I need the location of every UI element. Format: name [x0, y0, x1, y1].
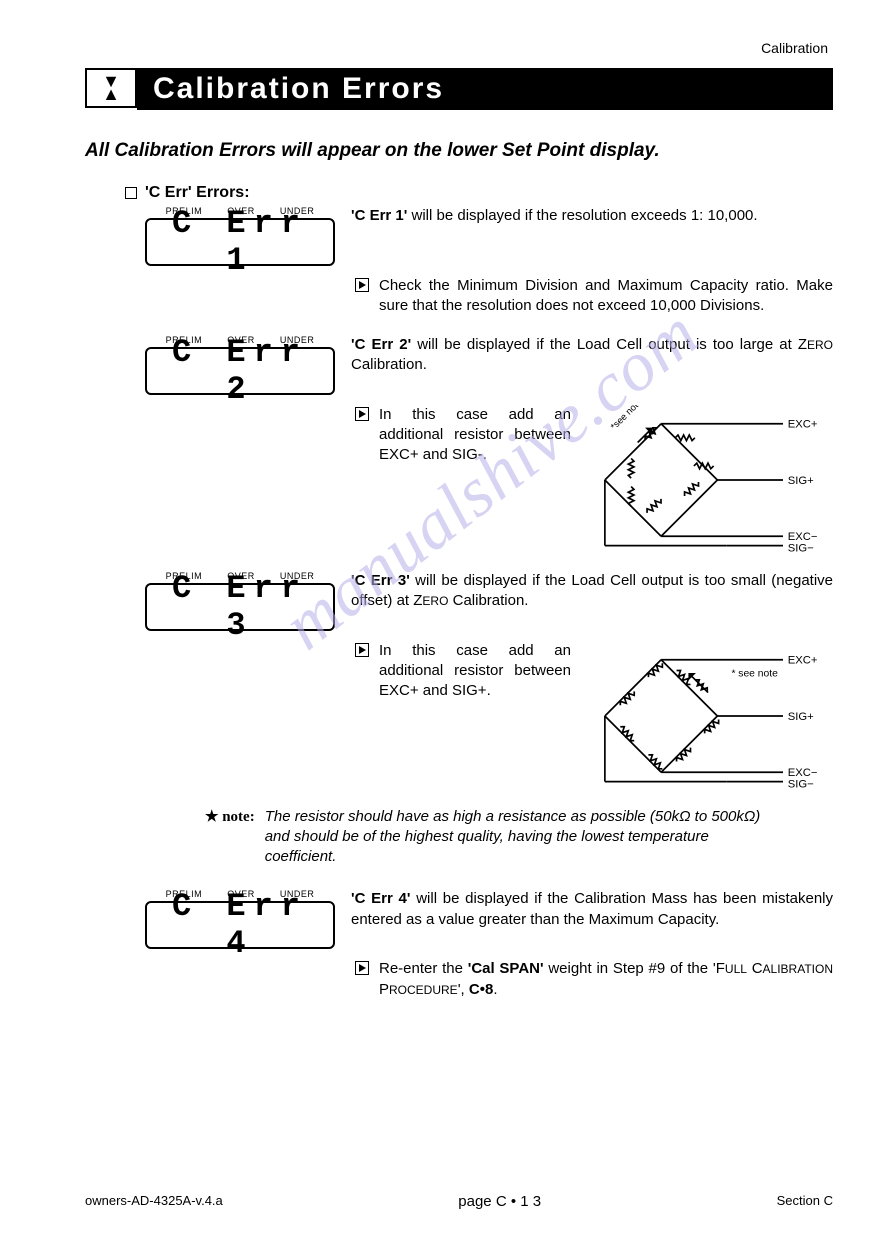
up-arrow-icon: ▲	[102, 88, 120, 101]
t: 'Cal SPAN'	[468, 960, 544, 977]
lcd-display-3: C Err 3	[145, 583, 335, 631]
see-note-label: *see note	[609, 405, 644, 432]
err2-text-a: will be displayed if the Load Cell outpu…	[411, 336, 807, 353]
err4-action: Re-enter the 'Cal SPAN' weight in Step #…	[355, 959, 833, 1000]
err4-action-text: Re-enter the 'Cal SPAN' weight in Step #…	[379, 959, 833, 1000]
note-label: ★ note:	[205, 807, 255, 868]
bridge-diagram-1: EXC+ SIG+ EXC− SIG− *see note	[583, 405, 833, 555]
label-exc-minus: EXC−	[788, 531, 818, 543]
label-sig-plus: SIG+	[788, 710, 814, 722]
section-head-text: 'C Err' Errors:	[145, 184, 250, 202]
err1-desc: 'C Err 1' will be displayed if the resol…	[351, 206, 833, 226]
t: Re-enter the	[379, 960, 468, 977]
t: .	[493, 981, 497, 998]
err2-name: 'C Err 2'	[351, 336, 411, 353]
section-head: 'C Err' Errors:	[125, 184, 833, 202]
err2-action-diagram: In this case add an additional resistor …	[355, 405, 833, 555]
err3-text-c: Calibration.	[448, 592, 528, 609]
lcd-display-1: C Err 1	[145, 218, 335, 266]
err3-block: PRELIM OVER UNDER C Err 3 'C Err 3' will…	[145, 571, 833, 631]
footer: owners-AD-4325A-v.4.a page C • 1 3 Secti…	[85, 1193, 833, 1210]
err3-name: 'C Err 3'	[351, 572, 410, 589]
lcd-display-4: C Err 4	[145, 901, 335, 949]
err2-desc: 'C Err 2' will be displayed if the Load …	[351, 335, 833, 376]
title-banner: Calibration Errors	[137, 68, 833, 110]
label-exc-minus: EXC−	[788, 767, 818, 779]
t: ULL	[725, 962, 747, 976]
err3-action-diagram: In this case add an additional resistor …	[355, 641, 833, 791]
lcd-1: PRELIM OVER UNDER C Err 1	[145, 206, 335, 266]
err4-text: will be displayed if the Calibration Mas…	[351, 890, 833, 927]
note-row: ★ note: The resistor should have as high…	[205, 807, 773, 868]
err2-action-col: In this case add an additional resistor …	[355, 405, 571, 466]
err3-text-b: ERO	[422, 594, 448, 608]
footer-right: Section C	[777, 1193, 833, 1210]
action-icon	[355, 961, 369, 975]
lcd-3: PRELIM OVER UNDER C Err 3	[145, 571, 335, 631]
t: ',	[458, 981, 469, 998]
footer-left: owners-AD-4325A-v.4.a	[85, 1193, 223, 1210]
err2-text-c: Calibration.	[351, 356, 427, 373]
label-exc-plus: EXC+	[788, 418, 818, 430]
t: ROCEDURE	[389, 983, 458, 997]
lcd-display-2: C Err 2	[145, 347, 335, 395]
t: P	[379, 981, 389, 998]
label-sig-minus: SIG−	[788, 778, 814, 790]
bullet-square-icon	[125, 187, 137, 199]
err3-desc: 'C Err 3' will be displayed if the Load …	[351, 571, 833, 612]
err1-action-text: Check the Minimum Division and Maximum C…	[379, 276, 833, 317]
err1-text: will be displayed if the resolution exce…	[407, 207, 757, 224]
t: ALIBRATION	[763, 962, 833, 976]
subtitle: All Calibration Errors will appear on th…	[85, 140, 833, 162]
err2-action-text: In this case add an additional resistor …	[379, 405, 571, 466]
err4-desc: 'C Err 4' will be displayed if the Calib…	[351, 889, 833, 930]
err1-block: PRELIM OVER UNDER C Err 1 'C Err 1' will…	[145, 206, 833, 266]
lcd-4: PRELIM OVER UNDER C Err 4	[145, 889, 335, 949]
err1-name: 'C Err 1'	[351, 207, 407, 224]
err2-block: PRELIM OVER UNDER C Err 2 'C Err 2' will…	[145, 335, 833, 395]
err2-text-b: ERO	[807, 338, 833, 352]
title-row: ▼ ▲ Calibration Errors	[85, 68, 833, 110]
lcd-2: PRELIM OVER UNDER C Err 2	[145, 335, 335, 395]
t: C	[747, 960, 763, 977]
action-icon	[355, 278, 369, 292]
bridge-diagram-2: EXC+ SIG+ EXC− SIG− * see note	[583, 641, 833, 791]
err1-action: Check the Minimum Division and Maximum C…	[355, 276, 833, 317]
see-note-label-2: * see note	[731, 668, 778, 679]
err4-block: PRELIM OVER UNDER C Err 4 'C Err 4' will…	[145, 889, 833, 949]
action-icon	[355, 643, 369, 657]
label-exc-plus: EXC+	[788, 654, 818, 666]
err3-action-col: In this case add an additional resistor …	[355, 641, 571, 702]
label-sig-minus: SIG−	[788, 542, 814, 554]
t: C•8	[469, 981, 493, 998]
err4-name: 'C Err 4'	[351, 890, 410, 907]
err3-action-text: In this case add an additional resistor …	[379, 641, 571, 702]
title-icon: ▼ ▲	[85, 68, 137, 108]
action-icon	[355, 407, 369, 421]
label-sig-plus: SIG+	[788, 474, 814, 486]
note-text: The resistor should have as high a resis…	[265, 807, 773, 868]
page-header-right: Calibration	[85, 40, 833, 56]
t: weight in Step #9 of the 'F	[544, 960, 725, 977]
footer-center: page C • 1 3	[458, 1193, 541, 1210]
